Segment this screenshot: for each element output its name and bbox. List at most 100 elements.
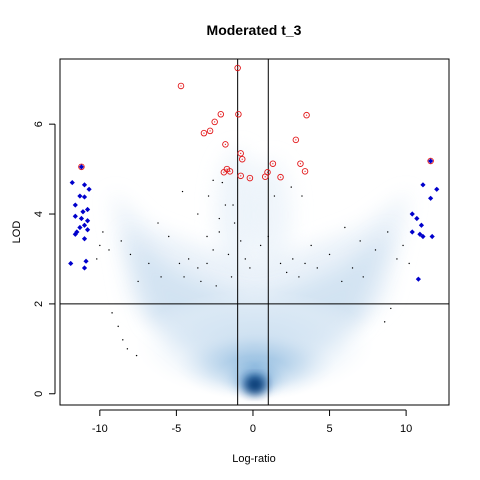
- circle-point-center: [214, 121, 216, 123]
- circle-point-center: [241, 158, 243, 160]
- small-dot-point: [304, 262, 306, 265]
- circle-point: [237, 150, 244, 157]
- diamond-point: [428, 195, 434, 201]
- small-dot-point: [396, 258, 398, 260]
- circle-point: [292, 136, 300, 144]
- small-dot-point: [374, 249, 377, 251]
- diamond-point: [78, 164, 85, 170]
- circle-point: [220, 168, 228, 176]
- small-dot-point: [108, 249, 110, 251]
- diamond-point: [86, 186, 92, 192]
- small-dot-point: [102, 231, 104, 233]
- small-dot-point: [96, 258, 98, 260]
- small-dot-point: [227, 253, 230, 256]
- circle-point-center: [295, 139, 297, 141]
- small-dot-point: [120, 240, 122, 242]
- small-dot-point: [129, 253, 132, 256]
- diamond-point: [69, 179, 75, 186]
- diamond-point: [414, 215, 420, 222]
- circle-point-center: [237, 67, 239, 69]
- circle-point-center: [272, 163, 274, 165]
- diamond-point: [434, 186, 440, 192]
- y-tick-label: 0: [33, 391, 45, 397]
- small-dot-point: [279, 262, 282, 265]
- x-axis: -10 -5 0 5 10: [92, 409, 412, 435]
- small-dot-point: [126, 348, 129, 350]
- small-dot-point: [148, 262, 150, 265]
- small-dot-point: [215, 285, 217, 287]
- small-dot-point: [117, 325, 119, 328]
- density-background: [112, 150, 410, 400]
- circle-point: [237, 172, 244, 180]
- diamond-point: [428, 158, 434, 164]
- circle-point-center: [229, 170, 231, 172]
- small-dot-point: [341, 280, 343, 283]
- small-dot-point: [273, 195, 276, 197]
- small-dot-point: [218, 231, 220, 233]
- small-dot-point: [328, 253, 331, 256]
- small-dot-point: [135, 354, 138, 357]
- small-dot-point: [408, 262, 410, 265]
- small-dot-point: [181, 190, 184, 193]
- small-dot-point: [344, 226, 346, 229]
- diamond-point: [68, 260, 74, 267]
- small-dot-point: [197, 213, 199, 215]
- small-dot-point: [383, 321, 386, 323]
- circle-point-center: [240, 175, 242, 177]
- circle-point: [238, 155, 246, 163]
- circle-point: [177, 82, 185, 90]
- circle-point: [269, 160, 277, 167]
- circle-point: [277, 173, 284, 181]
- circle-point-center: [226, 168, 228, 170]
- circle-point: [301, 168, 309, 175]
- diamond-point: [72, 231, 78, 237]
- data-points: [68, 64, 440, 357]
- circle-point-center: [220, 113, 222, 115]
- circle-point: [261, 173, 269, 180]
- small-dot-point: [212, 179, 214, 182]
- circle-point: [217, 111, 225, 118]
- x-axis-title: Log-ratio: [232, 453, 275, 465]
- small-dot-point: [351, 267, 354, 269]
- small-dot-point: [290, 186, 292, 188]
- circle-point: [200, 129, 208, 137]
- circle-point: [78, 163, 85, 171]
- diamond-point: [84, 218, 91, 224]
- diamond-point: [72, 213, 78, 219]
- small-dot-point: [230, 276, 233, 278]
- circle-point-center: [240, 152, 242, 154]
- small-dot-point: [157, 222, 159, 224]
- small-dot-point: [207, 195, 210, 197]
- diamond-point: [81, 265, 88, 271]
- circle-point-center: [223, 171, 225, 173]
- diamond-point: [78, 215, 85, 222]
- circle-point-center: [299, 163, 302, 165]
- small-dot-point: [240, 240, 242, 242]
- small-dot-point: [362, 276, 364, 278]
- small-dot-point: [310, 244, 312, 247]
- diamond-point: [420, 182, 426, 188]
- circle-point: [222, 141, 229, 148]
- small-dot-point: [301, 195, 303, 197]
- circle-point: [234, 64, 241, 72]
- small-dot-point: [316, 267, 318, 269]
- small-dot-point: [292, 258, 294, 260]
- small-dot-point: [183, 276, 185, 278]
- diamond-point: [409, 211, 415, 217]
- small-dot-point: [298, 276, 300, 278]
- circle-point-center: [304, 170, 306, 172]
- small-dot-point: [111, 312, 113, 314]
- y-tick-label: 6: [33, 121, 45, 127]
- small-dot-point: [221, 181, 224, 184]
- small-dot-point: [267, 235, 269, 238]
- small-dot-point: [224, 204, 227, 206]
- x-tick-label: 5: [326, 423, 332, 435]
- small-dot-point: [206, 262, 208, 265]
- diamond-point: [81, 194, 88, 200]
- circle-point: [206, 127, 214, 135]
- small-dot-point: [122, 339, 124, 341]
- diamond-point: [418, 222, 425, 228]
- small-dot-point: [200, 280, 202, 283]
